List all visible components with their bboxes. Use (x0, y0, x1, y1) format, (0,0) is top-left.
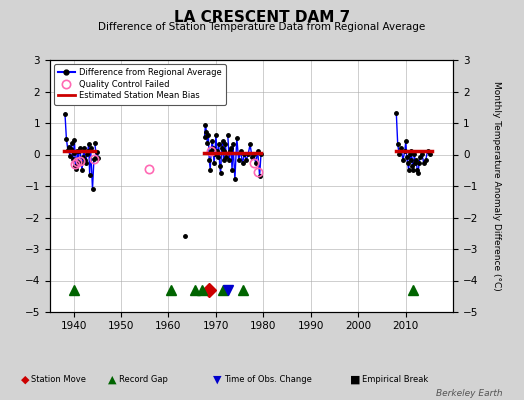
Text: Time of Obs. Change: Time of Obs. Change (224, 375, 312, 384)
Text: Difference of Station Temperature Data from Regional Average: Difference of Station Temperature Data f… (99, 22, 425, 32)
Text: Station Move: Station Move (31, 375, 86, 384)
Text: ◆: ◆ (21, 374, 29, 384)
Text: ▲: ▲ (108, 374, 117, 384)
Legend: Difference from Regional Average, Quality Control Failed, Estimated Station Mean: Difference from Regional Average, Qualit… (54, 64, 226, 104)
Y-axis label: Monthly Temperature Anomaly Difference (°C): Monthly Temperature Anomaly Difference (… (492, 81, 501, 291)
Text: Empirical Break: Empirical Break (362, 375, 428, 384)
Text: ■: ■ (350, 374, 361, 384)
Text: LA CRESCENT DAM 7: LA CRESCENT DAM 7 (174, 10, 350, 25)
Text: Berkeley Earth: Berkeley Earth (436, 389, 503, 398)
Text: Record Gap: Record Gap (119, 375, 168, 384)
Text: ▼: ▼ (213, 374, 222, 384)
